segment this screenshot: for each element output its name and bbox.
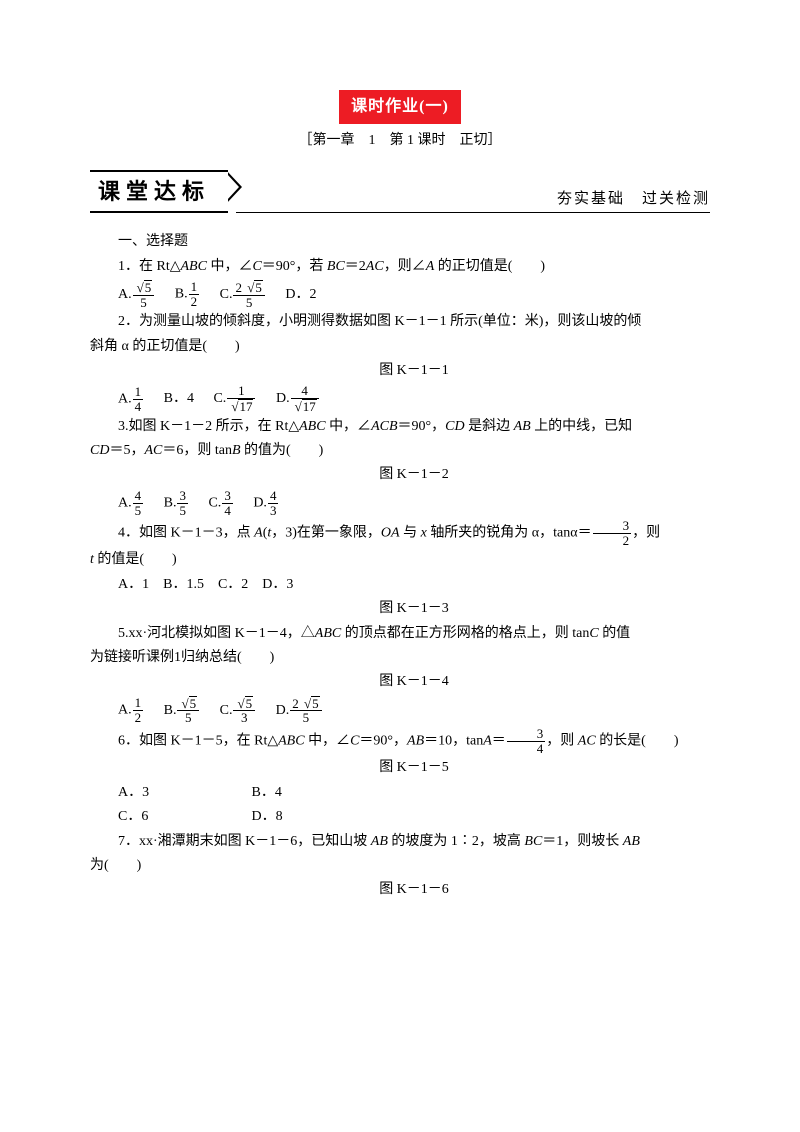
- q3-line2: CD＝5，AC＝6，则 tanB 的值为( ): [90, 440, 710, 462]
- q6-opt-c: C．6: [118, 806, 248, 828]
- q5-opt-c: C.53: [220, 696, 256, 725]
- section-right: 夯实基础 过关检测: [236, 187, 710, 213]
- q7-line1: 7．xx·湘潭期末如图 K－1－6，已知山坡 AB 的坡度为 1∶2，坡高 BC…: [90, 831, 710, 853]
- q2-opt-b: B．4: [164, 388, 194, 410]
- q6-options-row2: C．6 D．8: [90, 806, 710, 828]
- q4-options: A．1 B．1.5 C．2 D．3: [90, 574, 710, 596]
- q1-opt-c: C.2 55: [220, 280, 266, 309]
- q5-opt-b: B.55: [164, 696, 200, 725]
- q4-figure-label: 图 K－1－3: [90, 598, 710, 620]
- q1-options: A.55 B.12 C.2 55 D．2: [90, 280, 710, 309]
- q1-opt-d: D．2: [285, 284, 316, 306]
- q2-line1: 2．为测量山坡的倾斜度，小明测得数据如图 K－1－1 所示(单位：米)，则该山坡…: [90, 311, 710, 333]
- q1-opt-a: A.55: [118, 280, 155, 309]
- q3-opt-c: C.34: [208, 489, 233, 517]
- q3-options: A.45 B.35 C.34 D.43: [90, 489, 710, 517]
- page-title: 课时作业(一): [339, 90, 461, 124]
- q2-opt-d: D.417: [276, 384, 320, 413]
- q3-opt-d: D.43: [253, 489, 279, 517]
- page-subtitle: ［第一章 1 第 1 课时 正切］: [90, 130, 710, 152]
- q6-opt-b: B．4: [252, 782, 382, 804]
- q6-line: 6．如图 K－1－5，在 Rt△ABC 中，∠C＝90°，AB＝10，tanA＝…: [90, 727, 710, 755]
- q2-opt-c: C.117: [213, 384, 256, 413]
- q3-opt-b: B.35: [164, 489, 189, 517]
- q4-line1: 4．如图 K－1－3，点 A(t，3)在第一象限，OA 与 x 轴所夹的锐角为 …: [90, 519, 710, 547]
- q5-line1: 5.xx·河北模拟如图 K－1－4，△ABC 的顶点都在正方形网格的格点上，则 …: [90, 623, 710, 645]
- q5-opt-a: A.12: [118, 696, 144, 724]
- q4-line2: t 的值是( ): [90, 549, 710, 571]
- q2-options: A.14 B．4 C.117 D.417: [90, 384, 710, 413]
- q2-line2: 斜角 α 的正切值是( ): [90, 336, 710, 358]
- page-title-row: 课时作业(一): [90, 90, 710, 124]
- q5-line2: 为链接听课例1归纳总结( ): [90, 647, 710, 669]
- q1-opt-b: B.12: [175, 280, 200, 308]
- section-bar: 课堂达标 夯实基础 过关检测: [90, 170, 710, 213]
- q2-opt-a: A.14: [118, 385, 144, 413]
- body: 一、选择题 1．在 Rt△ABC 中，∠C＝90°，若 BC＝2AC，则∠A 的…: [90, 231, 710, 902]
- q3-opt-a: A.45: [118, 489, 144, 517]
- section-heading: 一、选择题: [90, 231, 710, 253]
- q6-figure-label: 图 K－1－5: [90, 757, 710, 779]
- q2-figure-label: 图 K－1－1: [90, 360, 710, 382]
- q6-options-row1: A．3 B．4: [90, 782, 710, 804]
- section-left: 课堂达标: [90, 170, 228, 213]
- q7-line2: 为( ): [90, 855, 710, 877]
- q3-line1: 3.如图 K－1－2 所示，在 Rt△ABC 中，∠ACB＝90°，CD 是斜边…: [90, 416, 710, 438]
- q5-figure-label: 图 K－1－4: [90, 671, 710, 693]
- q1-text: 1．在 Rt△ABC 中，∠C＝90°，若 BC＝2AC，则∠A 的正切值是( …: [90, 256, 710, 278]
- section-left-wrap: 课堂达标: [90, 170, 228, 213]
- q7-figure-label: 图 K－1－6: [90, 879, 710, 901]
- q5-opt-d: D.2 55: [276, 696, 323, 725]
- q3-figure-label: 图 K－1－2: [90, 464, 710, 486]
- section-arrow-icon: [226, 170, 242, 204]
- q6-opt-a: A．3: [118, 782, 248, 804]
- q5-options: A.12 B.55 C.53 D.2 55: [90, 696, 710, 725]
- q6-opt-d: D．8: [252, 806, 382, 828]
